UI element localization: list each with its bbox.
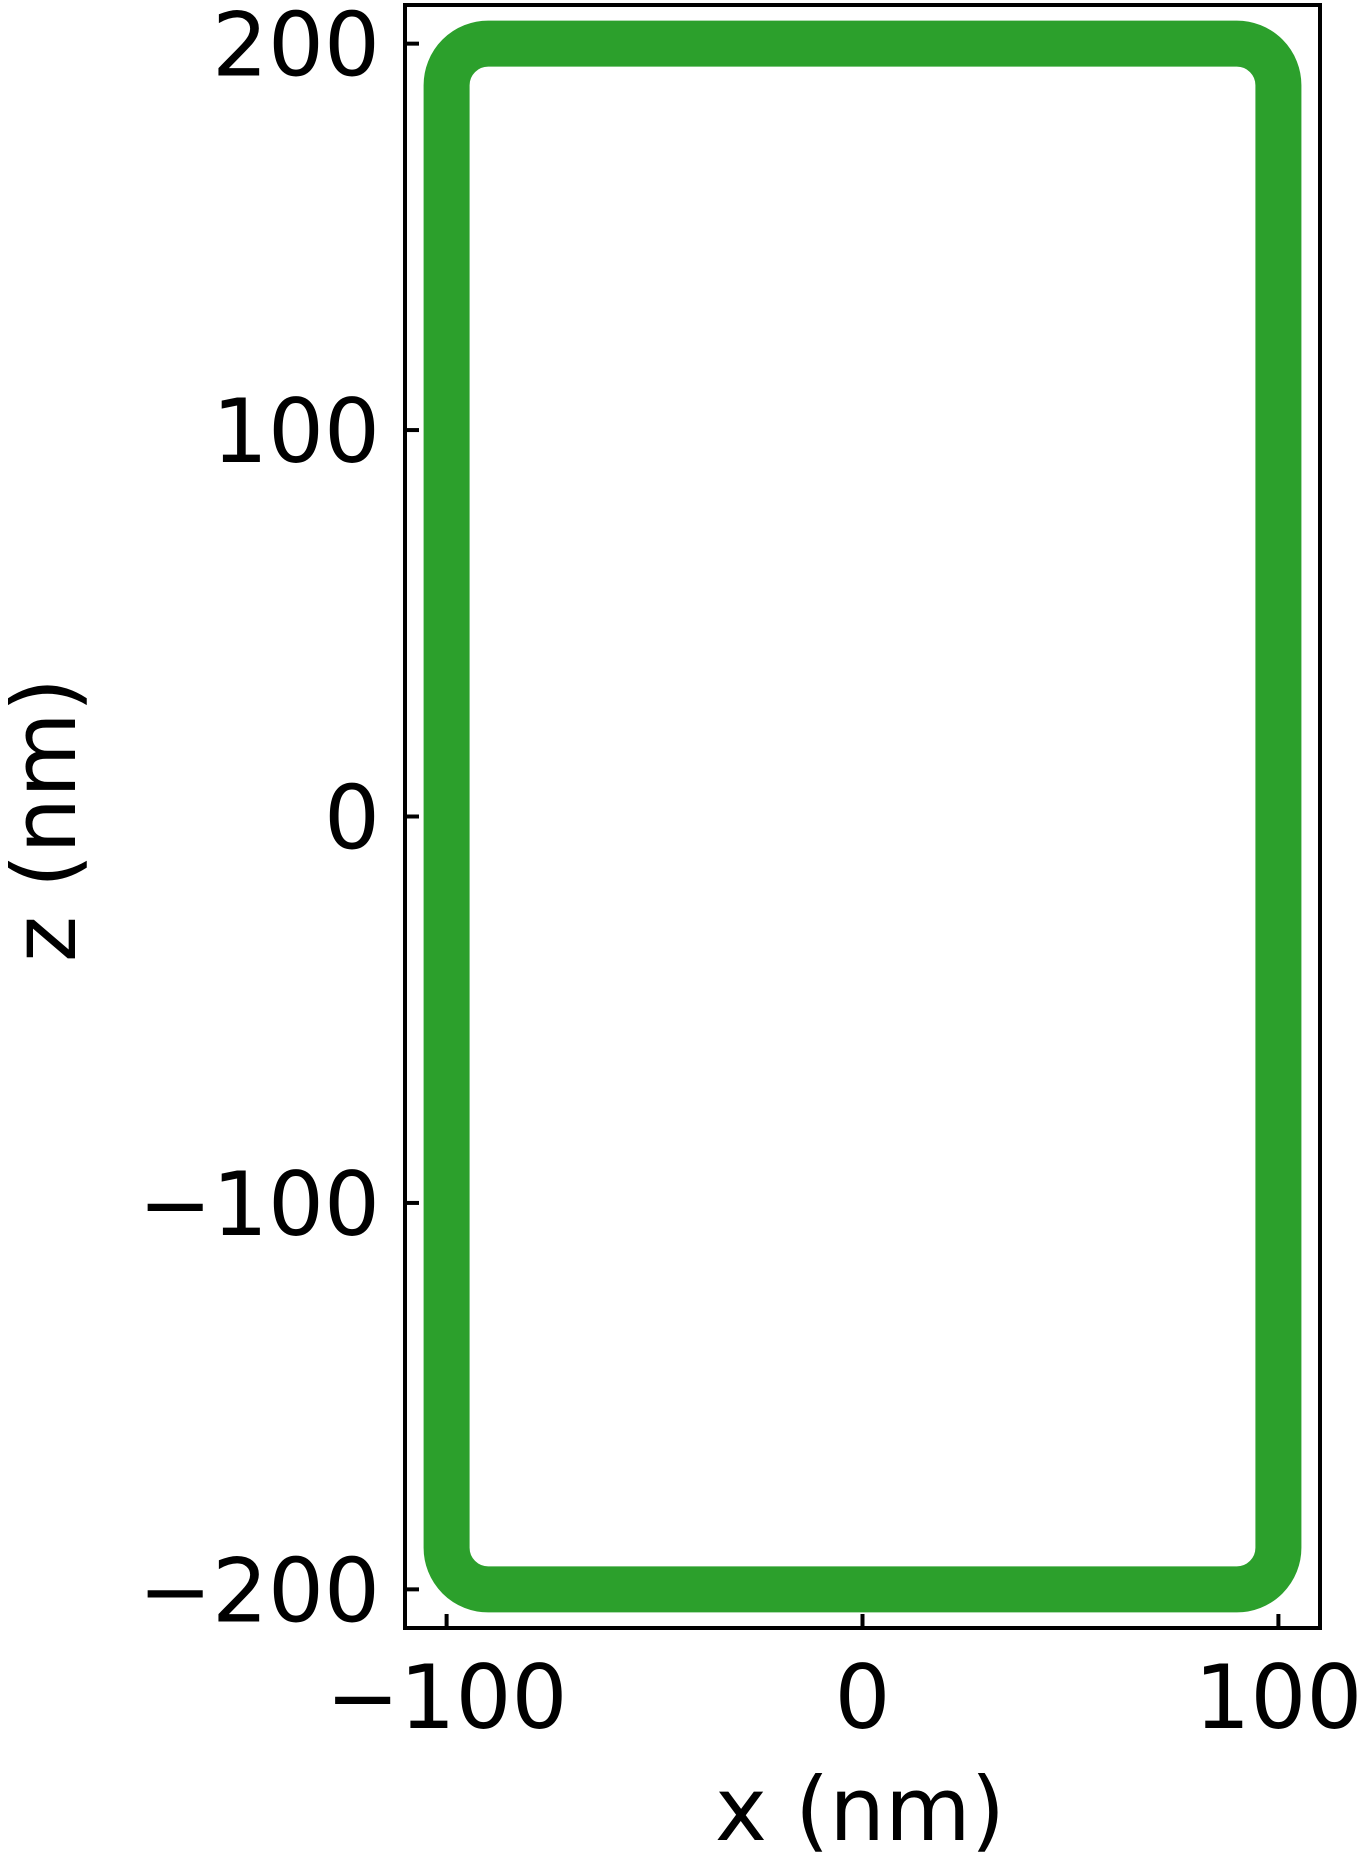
x-axis-label: x (nm)	[715, 1758, 1005, 1859]
y-tick-label-3: 100	[212, 380, 380, 483]
y-tick-label-2: 0	[324, 767, 380, 870]
labels: x (nm) z (nm)	[0, 678, 1005, 1859]
axes-frame	[403, 3, 1322, 1630]
x-tick-label-1: 0	[835, 1646, 891, 1749]
y-tick-label-1: −100	[138, 1153, 380, 1256]
x-tick-label-0: −100	[326, 1646, 568, 1749]
y-axis-label: z (nm)	[0, 678, 96, 962]
plot-area	[423, 20, 1302, 1613]
x-tick-label-2: 100	[1194, 1646, 1362, 1749]
y-tick-label-4: 200	[212, 0, 380, 97]
series-outline-0	[423, 20, 1302, 1613]
y-tick-label-0: −200	[138, 1539, 380, 1642]
